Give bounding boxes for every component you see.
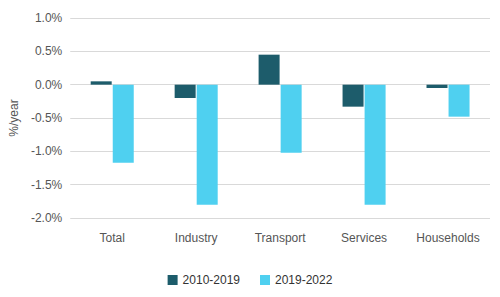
svg-text:-0.5%: -0.5% (31, 111, 63, 125)
svg-text:-2.0%: -2.0% (31, 211, 63, 225)
svg-text:1.0%: 1.0% (35, 11, 63, 25)
svg-text:Households: Households (416, 231, 479, 245)
svg-text:2010-2019: 2010-2019 (183, 273, 241, 287)
svg-text:-1.5%: -1.5% (31, 178, 63, 192)
svg-text:Services: Services (341, 231, 387, 245)
svg-text:-1.0%: -1.0% (31, 144, 63, 158)
svg-text:Industry: Industry (175, 231, 218, 245)
svg-text:2019-2022: 2019-2022 (275, 273, 333, 287)
svg-text:Total: Total (100, 231, 125, 245)
svg-text:Transport: Transport (255, 231, 307, 245)
svg-text:0.0%: 0.0% (35, 78, 63, 92)
svg-text:0.5%: 0.5% (35, 44, 63, 58)
svg-text:%/year: %/year (7, 99, 21, 136)
